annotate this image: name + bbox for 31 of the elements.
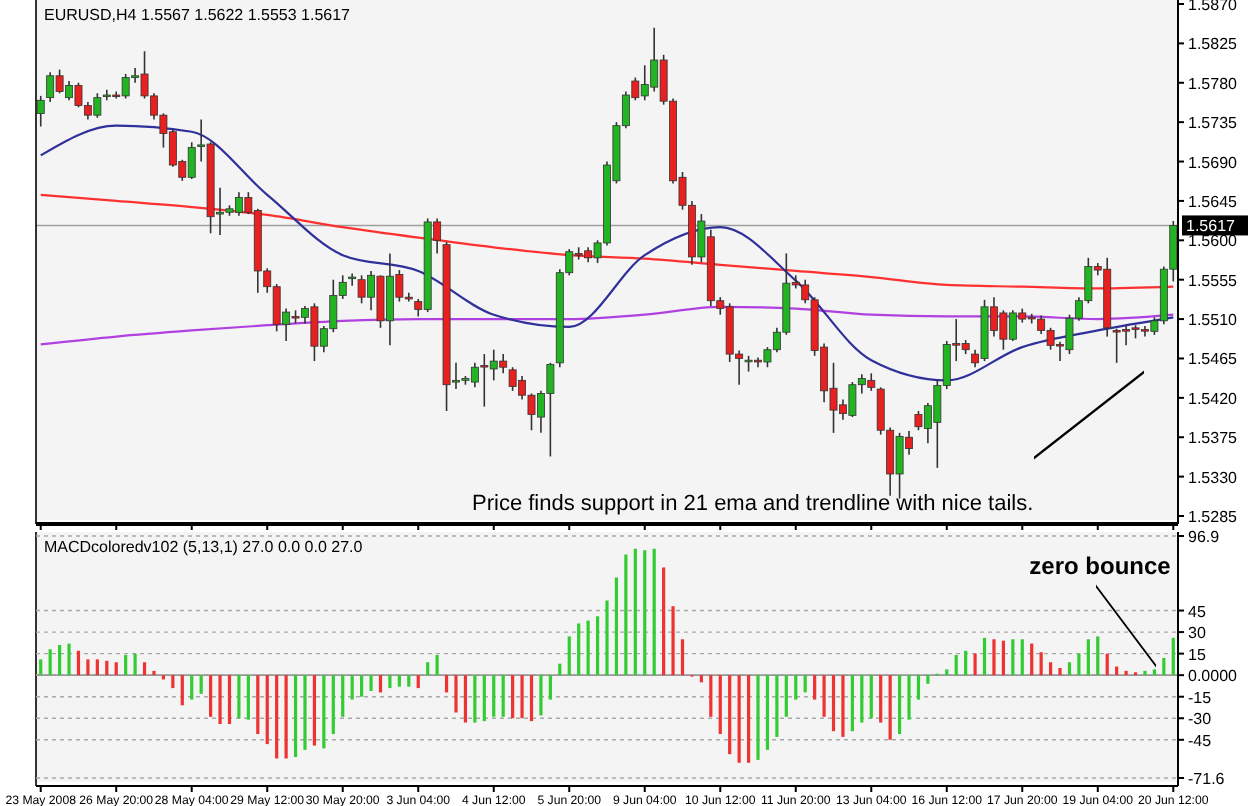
y-tick-label: 1.5780 bbox=[1188, 74, 1239, 93]
line-series bbox=[39, 193, 1175, 290]
y-tick-label: 1.5285 bbox=[1188, 508, 1239, 526]
line-series bbox=[39, 124, 1175, 382]
y-tick-label: 1.5510 bbox=[1188, 311, 1239, 330]
y-tick-label: 1.5420 bbox=[1188, 389, 1239, 408]
candlestick bbox=[348, 272, 357, 287]
y-tick-label: 1.5690 bbox=[1188, 153, 1239, 172]
y-tick-label: 96.9 bbox=[1188, 528, 1221, 546]
y-tick-label: -45 bbox=[1188, 731, 1213, 750]
y-tick-label: -30 bbox=[1188, 710, 1213, 729]
candlestick bbox=[36, 95, 45, 128]
y-tick-label: 1.5555 bbox=[1188, 271, 1239, 290]
y-tick-label: -15 bbox=[1188, 688, 1213, 707]
y-tick-label: 1.5600 bbox=[1188, 232, 1239, 251]
annotation: zero bounce bbox=[1029, 552, 1172, 580]
y-tick-label: 0.0000 bbox=[1188, 667, 1239, 686]
y-tick-label: 1.5375 bbox=[1188, 429, 1239, 448]
chart-title: MACDcoloredv102 (5,13,1) 27.0 0.0 0.0 27.0 bbox=[44, 538, 364, 556]
annotation: Price finds support in 21 ema and trendline with nice tails. bbox=[472, 492, 1034, 516]
ref-line-label: 1.5617 bbox=[1186, 217, 1237, 236]
y-tick-label: 1.5645 bbox=[1188, 192, 1239, 211]
chart-title: EURUSD,H4 1.5567 1.5622 1.5553 1.5617 bbox=[44, 6, 352, 24]
y-tick-label: 30 bbox=[1188, 624, 1207, 643]
y-tick-label: 1.5330 bbox=[1188, 468, 1239, 487]
y-tick-label: 1.5735 bbox=[1188, 114, 1239, 133]
y-tick-label: 15 bbox=[1188, 645, 1207, 664]
y-tick-label: 1.5465 bbox=[1188, 350, 1239, 369]
y-tick-label: 45 bbox=[1188, 602, 1207, 621]
y-tick-label: -71.6 bbox=[1188, 770, 1226, 788]
y-tick-label: 1.5825 bbox=[1188, 35, 1239, 54]
